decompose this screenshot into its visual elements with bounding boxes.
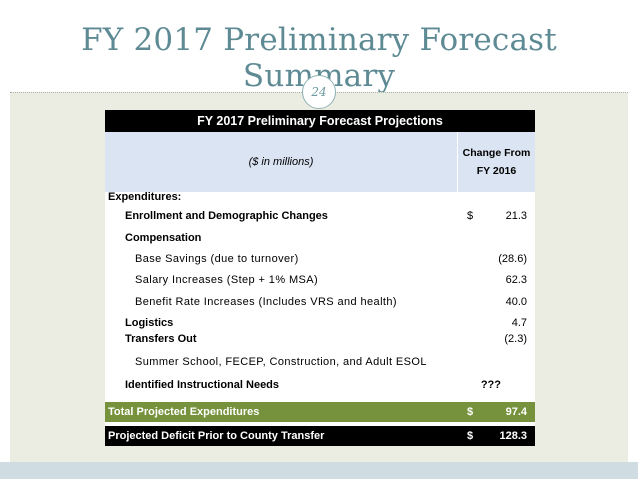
deficit-dollar: $ — [467, 430, 474, 442]
total-row: Total Projected Expenditures $ 97.4 — [105, 402, 535, 422]
row-value: 40.0 — [505, 296, 527, 308]
column-header-line2: FY 2016 — [476, 165, 517, 177]
row-label: Compensation — [125, 232, 202, 244]
footer-strip — [0, 462, 638, 479]
row-value: (2.3) — [504, 333, 527, 345]
row-value: ??? — [480, 379, 501, 391]
total-dollar: $ — [467, 406, 474, 418]
deficit-label: Projected Deficit Prior to County Transf… — [108, 430, 325, 442]
column-header-line1: Change From — [462, 147, 531, 159]
total-label: Total Projected Expenditures — [108, 406, 260, 418]
section-label: Expenditures: — [108, 191, 182, 203]
row-label: Identified Instructional Needs — [125, 379, 280, 391]
row-label: Salary Increases (Step + 1% MSA) — [135, 274, 319, 286]
row-value: 4.7 — [511, 317, 527, 329]
row-label: Base Savings (due to turnover) — [135, 253, 299, 265]
column-divider — [457, 132, 458, 192]
forecast-table: FY 2017 Preliminary Forecast Projections… — [105, 110, 535, 446]
row-label: Transfers Out — [125, 333, 197, 345]
table-title: FY 2017 Preliminary Forecast Projections — [105, 110, 535, 132]
row-label: Summer School, FECEP, Construction, and … — [135, 356, 427, 368]
total-value: 97.4 — [505, 406, 527, 418]
row-value: (28.6) — [498, 253, 527, 265]
deficit-value: 128.3 — [499, 430, 527, 442]
row-label: Benefit Rate Increases (Includes VRS and… — [135, 296, 397, 308]
row-value: 21.3 — [505, 210, 527, 222]
units-note: ($ in millions) — [248, 156, 314, 168]
row-label: Enrollment and Demographic Changes — [125, 210, 328, 222]
row-value: 62.3 — [505, 274, 527, 286]
row-dollar: $ — [467, 210, 474, 222]
table-subheader: ($ in millions) Change From FY 2016 — [105, 132, 535, 192]
column-header: Change From FY 2016 — [458, 144, 535, 180]
deficit-row: Projected Deficit Prior to County Transf… — [105, 426, 535, 446]
row-label: Logistics — [125, 317, 174, 329]
page-number-badge: 24 — [302, 75, 336, 109]
